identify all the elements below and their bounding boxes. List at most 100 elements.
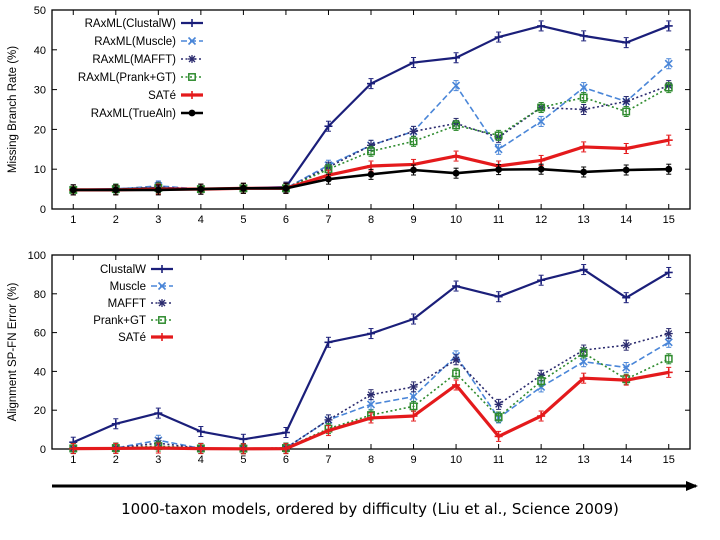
data-point: [664, 354, 673, 363]
data-point: [494, 33, 503, 42]
data-point: [537, 117, 546, 126]
x-tick-label: 6: [283, 454, 289, 466]
x-tick-label: 8: [368, 454, 374, 466]
data-point: [324, 426, 333, 435]
data-point: [579, 265, 588, 274]
y-tick-label: 10: [34, 164, 46, 176]
y-tick-label: 30: [34, 85, 46, 97]
data-point: [494, 131, 503, 140]
legend-label: RAxML(ClustalW): [85, 18, 177, 30]
legend-label: SATé: [148, 90, 176, 102]
data-point: [154, 444, 163, 453]
legend-label: RAxML(MAFFT): [92, 54, 176, 66]
series-6: [69, 163, 673, 196]
legend-label: ClustalW: [100, 264, 146, 276]
x-tick-label: 5: [240, 214, 246, 226]
x-tick-label: 13: [578, 214, 590, 226]
data-point: [367, 170, 375, 178]
data-point: [111, 444, 120, 453]
x-tick-label: 2: [113, 454, 119, 466]
data-point: [579, 83, 588, 92]
data-point: [664, 368, 673, 377]
x-tick-label: 10: [450, 214, 462, 226]
data-point: [409, 382, 418, 391]
x-tick-label: 14: [620, 214, 632, 226]
y-tick-label: 20: [34, 124, 46, 136]
y-tick-label: 0: [40, 204, 46, 216]
legend-marker: [158, 333, 166, 341]
y-tick-label: 50: [34, 5, 46, 17]
legend-marker: [188, 109, 196, 117]
data-point: [664, 268, 673, 277]
data-point: [580, 168, 588, 176]
legend-label: MAFFT: [108, 298, 146, 310]
data-point: [494, 400, 503, 409]
x-tick-label: 12: [535, 454, 547, 466]
data-point: [494, 145, 503, 154]
x-tick-label: 9: [410, 454, 416, 466]
data-point: [452, 369, 461, 378]
legend-label: SATé: [118, 332, 146, 344]
data-point: [537, 103, 546, 112]
data-point: [579, 105, 588, 114]
data-point: [622, 38, 631, 47]
x-tick-label: 8: [368, 214, 374, 226]
data-point: [452, 380, 461, 389]
data-point: [622, 107, 631, 116]
data-point: [154, 186, 162, 194]
data-point: [452, 81, 461, 90]
data-point: [409, 58, 418, 67]
series-1: [69, 264, 673, 448]
x-tick-label: 4: [198, 454, 204, 466]
data-point: [239, 444, 248, 453]
y-tick-label: 40: [34, 45, 46, 57]
data-point: [664, 21, 673, 30]
data-point: [409, 127, 418, 136]
data-point: [410, 166, 417, 174]
data-point: [367, 147, 375, 156]
data-point: [622, 363, 631, 372]
data-point: [366, 400, 376, 409]
data-point: [69, 186, 77, 194]
data-point: [367, 390, 375, 399]
data-point: [579, 374, 588, 383]
data-point: [281, 428, 290, 437]
y-axis-label: Alignment SP-FN Error (%): [7, 283, 19, 422]
data-point: [452, 121, 461, 130]
data-point: [537, 377, 546, 386]
data-point: [494, 413, 503, 421]
x-tick-label: 7: [325, 214, 331, 226]
data-point: [324, 338, 333, 347]
data-point: [579, 142, 588, 151]
x-tick-label: 2: [113, 214, 119, 226]
x-tick-label: 15: [663, 454, 675, 466]
data-point: [367, 162, 375, 171]
data-point: [452, 282, 461, 291]
data-point: [452, 53, 461, 62]
data-point: [197, 185, 205, 193]
data-point: [239, 435, 248, 444]
legend-label: RAxML(TrueAln): [91, 108, 176, 120]
data-point: [622, 376, 631, 385]
y-tick-label: 0: [40, 444, 46, 456]
data-point: [664, 329, 673, 338]
data-point: [367, 141, 375, 150]
x-tick-label: 15: [663, 214, 675, 226]
x-tick-label: 13: [578, 454, 590, 466]
data-point: [579, 31, 588, 40]
data-point: [112, 186, 120, 194]
x-tick-label: 11: [493, 454, 504, 466]
legend-label: Muscle: [110, 281, 146, 293]
x-tick-label: 3: [155, 214, 161, 226]
data-point: [537, 21, 546, 30]
legend-marker: [187, 36, 197, 46]
legend-marker: [188, 91, 196, 99]
x-tick-label: 1: [70, 454, 76, 466]
x-tick-label: 1: [70, 214, 76, 226]
data-point: [622, 341, 631, 350]
data-point: [622, 293, 631, 302]
data-point: [367, 329, 375, 338]
